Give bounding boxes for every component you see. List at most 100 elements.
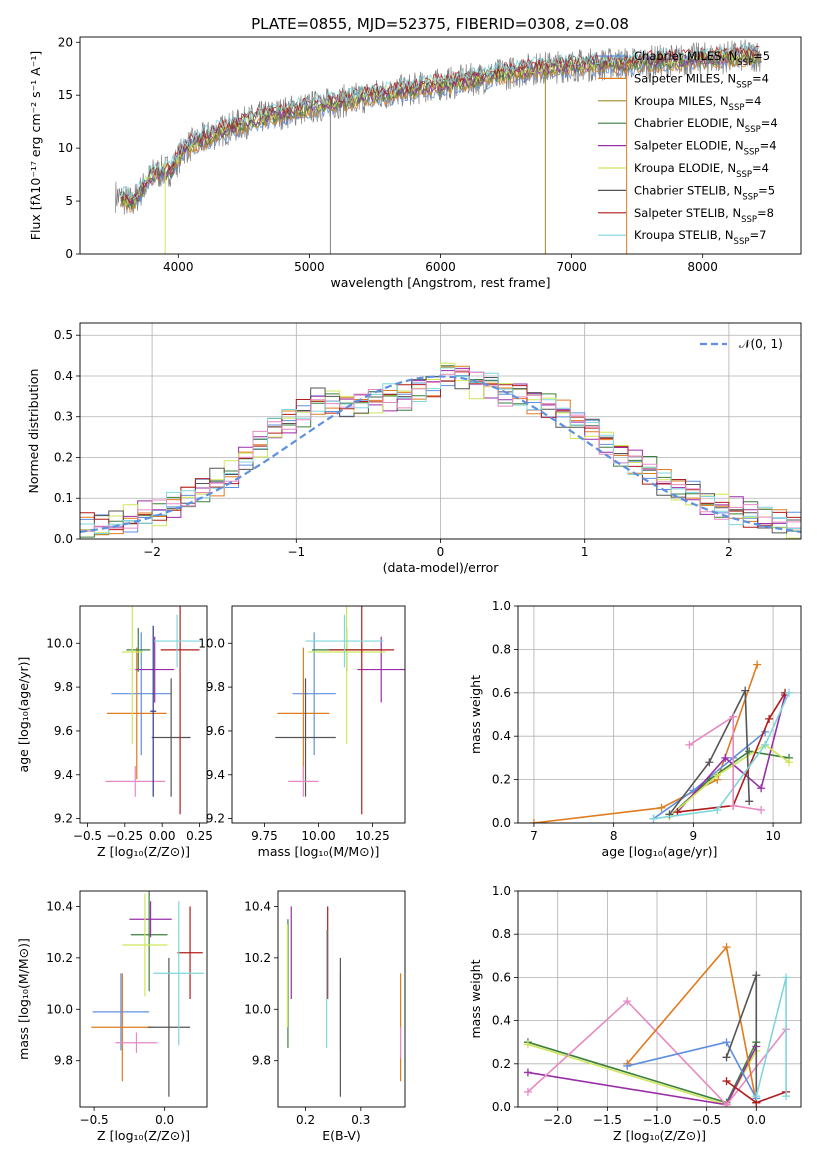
y-axis-label: mass weight bbox=[468, 675, 483, 754]
spectrum-traces bbox=[115, 39, 762, 254]
errorbar-group bbox=[91, 891, 205, 1097]
plus-marker bbox=[752, 1092, 761, 1101]
errorbar-group bbox=[275, 606, 405, 815]
x-axis-label: Z [log₁₀(Z/Z⊙)] bbox=[97, 844, 190, 859]
plus-marker bbox=[785, 758, 794, 767]
x-tick-label: −0.5 bbox=[73, 829, 102, 843]
plus-marker bbox=[685, 740, 694, 749]
plus-marker bbox=[745, 747, 754, 756]
y-tick-label: 9.8 bbox=[252, 1054, 271, 1068]
legend-label: Kroupa STELIB, NSSP=7 bbox=[634, 228, 766, 247]
data-point bbox=[126, 627, 151, 672]
plot-frame bbox=[79, 890, 208, 1108]
age-vs-metallicity-panel: −0.5 −0.25 0.00 0.25 9.2 9.4 9.6 9.8 10.0 Z [log₁… bbox=[16, 605, 213, 859]
y-tick-label: 9.2 bbox=[54, 812, 73, 826]
plus-marker bbox=[529, 819, 538, 823]
plus-marker bbox=[722, 1038, 731, 1047]
y-tick-label: 0 bbox=[65, 247, 73, 261]
figure-title: PLATE=0855, MJD=52375, FIBERID=0308, z=0… bbox=[251, 15, 629, 33]
x-tick-label: 7000 bbox=[556, 260, 587, 274]
y-tick-label: 0.2 bbox=[492, 773, 511, 787]
x-tick-label: 0.0 bbox=[747, 1113, 766, 1127]
y-tick-label: 9.6 bbox=[206, 724, 225, 738]
y-tick-label: 0.1 bbox=[54, 491, 73, 505]
y-tick-label: 0.2 bbox=[54, 450, 73, 464]
series-line bbox=[677, 692, 786, 813]
plus-marker bbox=[745, 797, 754, 806]
errorbar-group bbox=[105, 606, 202, 815]
model-spectrum-line bbox=[120, 42, 760, 200]
legend-label: Salpeter MILES, NSSP=4 bbox=[634, 71, 769, 90]
residual-histogram-panel: −2 −1 0 1 2 0.0 0.1 0.2 0.3 0.4 0.5 (data-model)/er… bbox=[26, 322, 802, 575]
data-point bbox=[106, 647, 167, 780]
y-tick-label: 1.0 bbox=[492, 884, 511, 898]
legend-label: Salpeter STELIB, NSSP=8 bbox=[634, 206, 774, 225]
x-tick-label: 9.75 bbox=[251, 829, 278, 843]
plot-frame bbox=[79, 36, 802, 255]
plus-marker bbox=[729, 712, 738, 721]
plus-marker bbox=[722, 1053, 731, 1062]
mass-vs-ebv-panel: 0.2 0.3 9.8 10.0 10.2 10.4 E(B-V) bbox=[244, 890, 406, 1143]
plus-marker bbox=[761, 740, 770, 749]
data-point bbox=[160, 606, 200, 815]
y-tick-label: 0.4 bbox=[492, 729, 511, 743]
x-tick-label: 10.25 bbox=[355, 829, 389, 843]
x-tick-label: −1.5 bbox=[593, 1113, 622, 1127]
plus-marker bbox=[785, 688, 794, 697]
plot-frame bbox=[517, 605, 802, 824]
y-axis-label: age [log₁₀(age/yr)] bbox=[16, 657, 31, 773]
y-tick-label: 9.8 bbox=[54, 1054, 73, 1068]
x-axis-label: mass [log₁₀(M/M⊙)] bbox=[258, 844, 380, 859]
x-tick-label: 8000 bbox=[687, 260, 718, 274]
x-axis-label: Z [log₁₀(Z/Z⊙)] bbox=[613, 1128, 706, 1143]
x-tick-label: 0.00 bbox=[149, 829, 176, 843]
plus-marker bbox=[729, 801, 738, 810]
data-point bbox=[130, 891, 168, 992]
y-tick-label: 5 bbox=[65, 194, 73, 208]
x-tick-label: 0.3 bbox=[351, 1113, 370, 1127]
plus-marker bbox=[753, 660, 762, 669]
y-tick-label: 10 bbox=[58, 141, 73, 155]
y-tick-label: 9.8 bbox=[206, 680, 225, 694]
y-tick-label: 9.4 bbox=[206, 768, 225, 782]
data-point bbox=[307, 606, 386, 745]
data-point bbox=[115, 1032, 158, 1053]
series-group bbox=[523, 943, 791, 1107]
series-line bbox=[755, 977, 787, 1097]
data-point bbox=[91, 973, 154, 1082]
x-tick-label: 2 bbox=[725, 545, 733, 559]
y-tick-label: 0.6 bbox=[492, 686, 511, 700]
series-line bbox=[627, 1041, 758, 1099]
plus-marker bbox=[713, 771, 722, 780]
data-point bbox=[275, 678, 336, 797]
plus-marker bbox=[523, 1040, 532, 1049]
data-point bbox=[151, 678, 191, 797]
plus-marker bbox=[657, 803, 666, 812]
y-tick-label: 0.2 bbox=[492, 1057, 511, 1071]
data-point bbox=[153, 901, 205, 1046]
y-tick-label: 0.4 bbox=[492, 1014, 511, 1028]
x-axis-label: E(B-V) bbox=[322, 1128, 361, 1143]
y-tick-label: 0.0 bbox=[492, 816, 511, 830]
data-point bbox=[177, 906, 203, 999]
x-tick-label: −1.0 bbox=[642, 1113, 671, 1127]
y-tick-label: 10.0 bbox=[46, 636, 73, 650]
massweight-vs-metallicity-panel: −2.0 −1.5 −1.0 −0.5 0.0 0.0 0.2 0.4 0.6 0.8 1.0 Z [… bbox=[468, 884, 802, 1143]
x-tick-label: 0.25 bbox=[186, 829, 213, 843]
plus-marker bbox=[623, 1061, 632, 1070]
x-tick-label: 0.0 bbox=[155, 1113, 174, 1127]
y-tick-label: 1.0 bbox=[492, 599, 511, 613]
series-group bbox=[529, 660, 794, 823]
x-tick-label: 6000 bbox=[425, 260, 456, 274]
mass-vs-metallicity-panel: −0.5 0.0 9.8 10.0 10.2 10.4 Z [log₁₀(Z/Z⊙)] mas… bbox=[16, 890, 208, 1143]
data-point bbox=[305, 614, 384, 668]
data-point bbox=[105, 766, 166, 797]
y-tick-label: 10.0 bbox=[46, 1002, 73, 1016]
data-point bbox=[121, 606, 143, 745]
plus-marker bbox=[623, 997, 632, 1006]
data-point bbox=[288, 766, 319, 797]
x-tick-label: −2 bbox=[143, 545, 161, 559]
data-point bbox=[150, 625, 157, 797]
plus-marker bbox=[765, 714, 774, 723]
series-line bbox=[653, 692, 790, 820]
